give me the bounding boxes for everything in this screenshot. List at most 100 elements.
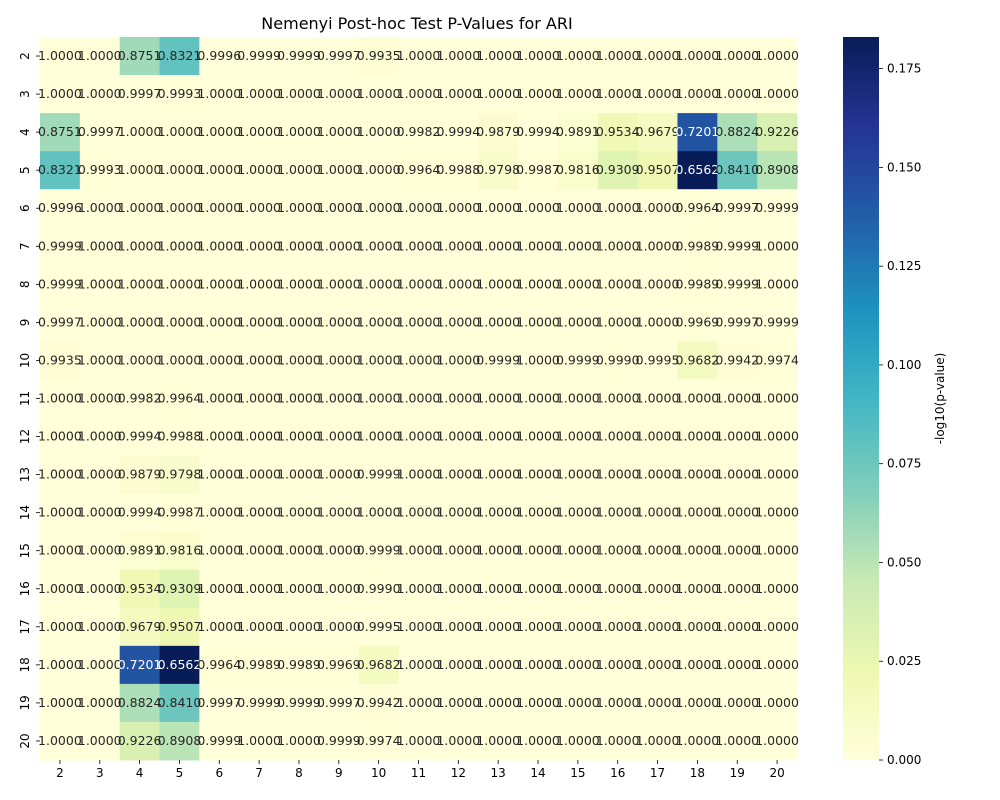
heatmap-cell [119, 721, 161, 761]
heatmap-cell [478, 37, 519, 76]
cell-value-label: 1.0000 [476, 543, 520, 558]
heatmap-cell [318, 645, 360, 685]
cell-value-label: 1.0000 [596, 314, 640, 329]
cell-value-label: 1.0000 [78, 467, 122, 482]
heatmap-cell [438, 379, 479, 419]
cell-value-label: 1.0000 [636, 581, 680, 596]
cell-value-label: 1.0000 [556, 657, 600, 672]
heatmap-cell [757, 531, 798, 571]
cell-value-label: 0.9993 [158, 86, 202, 101]
heatmap-cell [199, 37, 240, 76]
x-tick-label: 3 [96, 766, 104, 780]
cell-value-label: 0.9999 [38, 238, 82, 253]
cell-value-label: 1.0000 [38, 619, 82, 634]
cell-value-label: 1.0000 [516, 391, 560, 406]
chart-title: Nemenyi Post-hoc Test P-Values for ARI [261, 14, 572, 33]
cell-value-label: 1.0000 [317, 238, 361, 253]
cell-value-label: 1.0000 [436, 733, 480, 748]
heatmap-cell [239, 569, 280, 609]
cell-value-label: 1.0000 [636, 467, 680, 482]
cell-value-label: 1.0000 [197, 467, 241, 482]
cell-value-label: 0.9987 [516, 162, 560, 177]
heatmap-cell [79, 75, 121, 114]
heatmap-cell [159, 303, 200, 342]
cell-value-label: 1.0000 [197, 314, 241, 329]
cell-value-label: 1.0000 [436, 86, 480, 101]
heatmap-cell [199, 75, 240, 114]
cell-value-label: 0.9988 [158, 429, 202, 444]
heatmap-cell [518, 189, 559, 228]
heatmap-cell [757, 721, 798, 761]
heatmap-cell [478, 683, 519, 723]
heatmap-cell [757, 493, 798, 533]
heatmap-cell [637, 379, 678, 419]
heatmap-cell [677, 113, 718, 152]
heatmap-cell [79, 265, 121, 304]
cell-value-label: 1.0000 [277, 200, 321, 215]
heatmap-cell [159, 493, 200, 533]
cell-value-label: 1.0000 [755, 48, 799, 63]
heatmap-cell [239, 75, 280, 114]
heatmap-cell [159, 379, 200, 419]
cell-value-label: 1.0000 [436, 352, 480, 367]
heatmap-cell [318, 75, 360, 114]
cell-value-label: 1.0000 [197, 276, 241, 291]
heatmap-cell [279, 341, 320, 380]
heatmap-cell [717, 569, 758, 609]
heatmap-cell [438, 531, 479, 571]
cell-value-label: 1.0000 [596, 86, 640, 101]
heatmap-cell [199, 379, 240, 419]
heatmap-cell [557, 303, 599, 342]
heatmap-cell [637, 227, 678, 266]
heatmap-cell [637, 569, 678, 609]
heatmap-cell [358, 113, 400, 152]
cell-value-label: 1.0000 [397, 276, 441, 291]
heatmap-cell [518, 37, 559, 76]
heatmap-cell [40, 531, 81, 571]
cell-value-label: 0.9964 [197, 657, 241, 672]
heatmap-cell [40, 645, 81, 685]
heatmap-cell [398, 227, 439, 266]
heatmap-cell [597, 569, 639, 609]
cell-value-label: 0.9507 [636, 162, 680, 177]
cell-value-label: 1.0000 [237, 314, 281, 329]
cell-value-label: 1.0000 [596, 48, 640, 63]
cell-value-label: 1.0000 [436, 276, 480, 291]
cell-value-label: 1.0000 [516, 86, 560, 101]
colorbar-gradient [843, 37, 879, 760]
cell-value-label: 1.0000 [397, 657, 441, 672]
cell-value-label: 1.0000 [636, 619, 680, 634]
heatmap-cell [279, 493, 320, 533]
cell-value-label: 0.9995 [357, 619, 401, 634]
cell-value-label: 1.0000 [357, 352, 401, 367]
heatmap-cell [79, 455, 121, 495]
heatmap-cell [79, 151, 121, 190]
cell-value-label: 1.0000 [636, 200, 680, 215]
heatmap-cell [318, 607, 360, 647]
heatmap-cell [159, 265, 200, 304]
heatmap-cell [40, 37, 81, 76]
heatmap-cell [478, 227, 519, 266]
heatmap-cell [478, 113, 519, 152]
cell-value-label: 0.9969 [317, 657, 361, 672]
cell-value-label: 1.0000 [516, 48, 560, 63]
heatmap-cell [677, 341, 718, 380]
cell-value-label: 1.0000 [158, 314, 202, 329]
heatmap-cell [239, 227, 280, 266]
heatmap-cell [398, 607, 439, 647]
heatmap-cell [597, 645, 639, 685]
cell-value-label: 1.0000 [38, 86, 82, 101]
cell-value-label: 1.0000 [476, 619, 520, 634]
heatmap-cell [557, 379, 599, 419]
heatmap-cell [478, 303, 519, 342]
heatmap-cell [199, 569, 240, 609]
cell-value-label: 1.0000 [476, 48, 520, 63]
cell-value-label: 1.0000 [715, 581, 759, 596]
cell-value-label: 0.9997 [715, 314, 759, 329]
cell-value-label: 1.0000 [556, 48, 600, 63]
heatmap-cell [318, 113, 360, 152]
heatmap-cell [717, 189, 758, 228]
heatmap-cell [478, 531, 519, 571]
cell-value-label: 1.0000 [556, 314, 600, 329]
cell-value-label: 1.0000 [516, 467, 560, 482]
